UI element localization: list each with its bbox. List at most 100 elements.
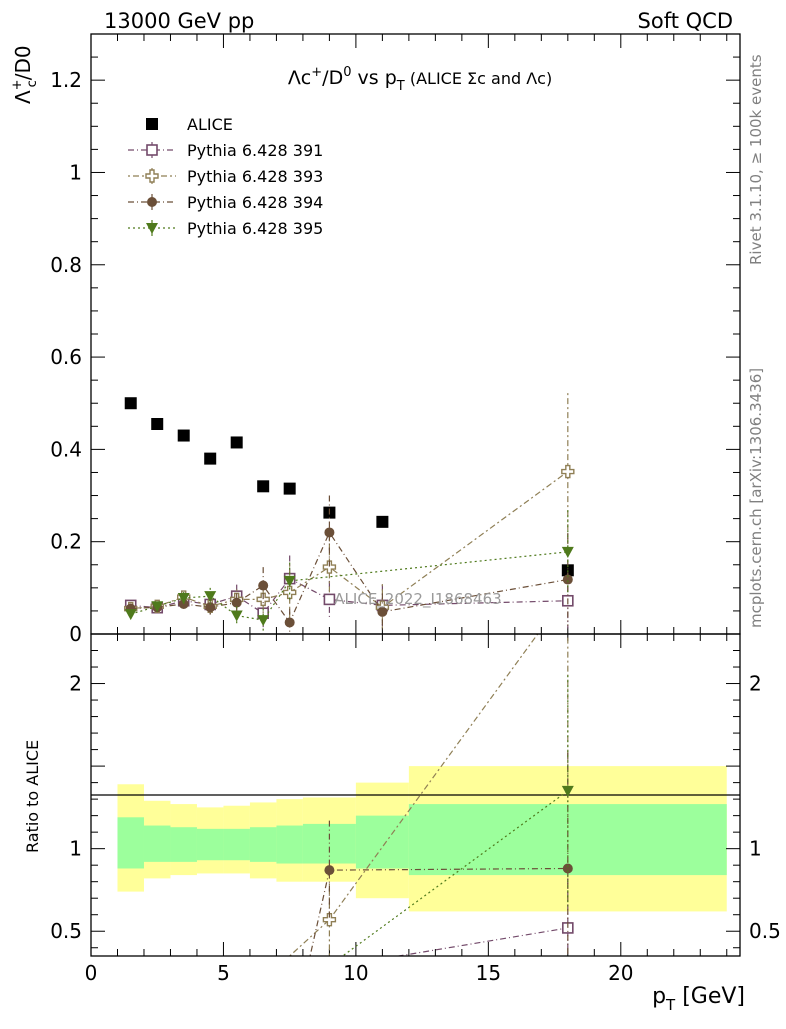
data-point: [124, 609, 137, 621]
header-left: 13000 GeV pp: [104, 9, 254, 33]
band-inner: [196, 828, 224, 861]
data-point: [124, 397, 137, 410]
title-sup1: +: [311, 65, 322, 80]
legend-entry-1: Pythia 6.428 391: [128, 141, 323, 160]
x-tick-label: 0: [85, 961, 98, 985]
header-right: Soft QCD: [638, 9, 733, 33]
xlabel-base: p: [652, 984, 666, 1009]
data-point: [204, 591, 217, 603]
title-sub: T: [396, 79, 405, 94]
title-sup2: 0: [343, 65, 351, 80]
ratio-panel-frame: [90, 633, 741, 957]
legend-entry-2: Pythia 6.428 393: [128, 167, 323, 186]
data-point: [151, 418, 164, 430]
xlabel-tail: [GeV]: [675, 984, 745, 1009]
plot-title: Λc+/D0 vs pT (ALICE Σc and Λc): [288, 65, 552, 94]
y-tick-label: 1.2: [50, 68, 82, 92]
ratio-series-1: [289, 634, 569, 956]
y-tick-label: 0.4: [50, 437, 82, 461]
legend-marker: [146, 118, 158, 130]
title-note: (ALICE Σc and Λc): [405, 69, 552, 88]
ylabel-sup: +: [10, 79, 25, 90]
data-point: [377, 606, 388, 617]
title-lead: Λc: [288, 67, 311, 89]
main-ylabel: Λ+c/D0: [10, 45, 40, 104]
main-panel-marks: [124, 393, 575, 634]
data-point: [562, 574, 573, 585]
y-tick-label: 0.8: [50, 253, 82, 277]
data-point: [231, 597, 242, 608]
legend-marker: [146, 144, 158, 156]
ratio-panel-marks: [289, 634, 574, 956]
data-point: [151, 601, 164, 613]
mcplots-label: mcplots.cern.ch [arXiv:1306.3436]: [747, 368, 765, 628]
ratio-data-point: [322, 912, 337, 927]
series-0: [124, 397, 574, 577]
ratio-y-tick-label-right: 1: [749, 837, 762, 861]
series-line: [130, 577, 568, 615]
ratio-series-line: [395, 927, 568, 956]
y-tick-label: 0: [69, 622, 82, 646]
data-point: [205, 602, 216, 613]
xlabel: pT [GeV]: [652, 984, 745, 1014]
data-point: [323, 593, 336, 606]
rivet-label: Rivet 3.1.10, ≥ 100k events: [747, 54, 765, 265]
band-inner: [223, 828, 250, 861]
legend-label: Pythia 6.428 394: [187, 193, 323, 212]
legend-label: ALICE: [187, 115, 233, 134]
x-tick-label: 10: [343, 961, 368, 985]
x-tick-label: 5: [217, 961, 230, 985]
legend-label: Pythia 6.428 391: [187, 141, 323, 160]
data-point: [283, 482, 296, 495]
ratio-series-3: [338, 675, 574, 956]
data-point: [258, 580, 269, 591]
data-point: [257, 615, 270, 627]
y-tick-label: 1: [69, 160, 82, 184]
y-tick-label: 0.6: [50, 345, 82, 369]
data-point: [177, 593, 190, 604]
band-inner: [143, 825, 171, 862]
data-point: [257, 480, 270, 493]
ratio-y-tick-label: 1: [69, 837, 82, 861]
ylabel-base: Λ: [11, 90, 35, 104]
title-vs: vs p: [352, 67, 397, 89]
data-point: [561, 464, 575, 479]
data-point: [283, 575, 296, 587]
legend-marker: [145, 169, 159, 183]
ratio-data-point: [561, 785, 574, 797]
ratio-ylabel: Ratio to ALICE: [23, 740, 42, 853]
ratio-series-2: [309, 752, 573, 956]
axes: 0 5 10 15 20 0 0.2 0.4 0.6 0.8 1 1.2 0.5 0.5 1 1 2 2: [50, 33, 781, 985]
data-point: [230, 436, 243, 449]
ratio-y-tick-label-right: 0.5: [749, 919, 781, 943]
band-inner: [355, 815, 409, 869]
legend-label: Pythia 6.428 393: [187, 167, 323, 186]
series-line: [130, 531, 568, 624]
series-line: [130, 471, 569, 610]
data-point: [177, 429, 190, 442]
data-point: [256, 592, 270, 607]
data-point: [376, 515, 389, 528]
legend-marker: [147, 197, 157, 207]
data-point: [324, 527, 335, 538]
ratio-y-tick-label-right: 2: [749, 672, 762, 696]
ratio-y-tick-label: 0.5: [50, 919, 82, 943]
band-inner: [276, 825, 303, 864]
ratio-data-point: [562, 863, 573, 874]
data-point: [230, 610, 243, 622]
ratio-uncertainty-bands: [117, 766, 727, 912]
legend-label: Pythia 6.428 395: [187, 219, 323, 238]
ratio-y-tick-label: 2: [69, 672, 82, 696]
legend-entry-4: Pythia 6.428 395: [128, 219, 323, 238]
legend-entry-0: ALICE: [146, 115, 233, 134]
y-tick-label: 0.2: [50, 530, 82, 554]
data-point: [561, 546, 574, 558]
band-inner: [170, 827, 197, 862]
series-3: [125, 495, 573, 634]
ratio-series-line: [289, 634, 539, 956]
band-inner: [249, 827, 277, 862]
x-tick-label: 15: [476, 961, 501, 985]
title-mid: /D: [322, 67, 343, 89]
series-4: [124, 510, 574, 632]
